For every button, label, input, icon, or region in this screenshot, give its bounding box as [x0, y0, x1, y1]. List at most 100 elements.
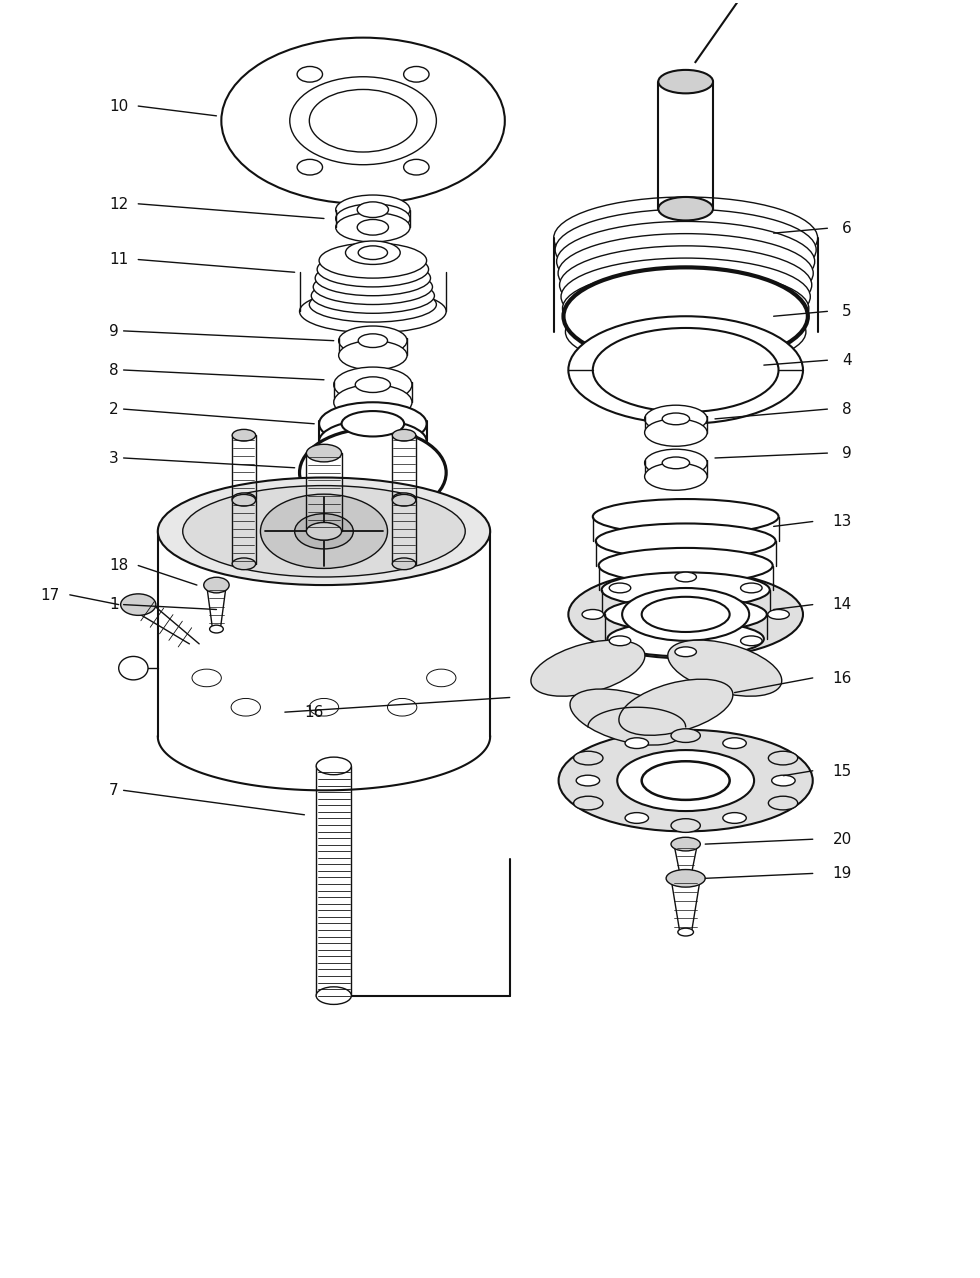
Text: 10: 10 — [109, 98, 128, 114]
Ellipse shape — [232, 495, 256, 506]
Ellipse shape — [662, 413, 689, 426]
Ellipse shape — [310, 288, 436, 322]
Ellipse shape — [307, 523, 341, 541]
Ellipse shape — [609, 583, 630, 593]
Ellipse shape — [158, 478, 490, 585]
Ellipse shape — [221, 38, 505, 204]
Ellipse shape — [559, 730, 812, 832]
Ellipse shape — [317, 758, 351, 774]
Ellipse shape — [667, 640, 781, 697]
Ellipse shape — [335, 196, 410, 225]
Ellipse shape — [767, 610, 789, 620]
Ellipse shape — [357, 220, 388, 235]
Ellipse shape — [605, 597, 766, 633]
Ellipse shape — [740, 636, 761, 645]
Ellipse shape — [645, 463, 707, 491]
Ellipse shape — [568, 317, 803, 424]
Ellipse shape — [531, 640, 645, 697]
Ellipse shape — [333, 385, 412, 420]
Ellipse shape — [426, 670, 456, 686]
Text: 16: 16 — [832, 671, 852, 685]
Ellipse shape — [358, 334, 387, 348]
Ellipse shape — [295, 514, 353, 550]
Ellipse shape — [318, 252, 428, 288]
Ellipse shape — [573, 796, 603, 810]
Ellipse shape — [674, 573, 696, 581]
Text: 11: 11 — [109, 252, 128, 267]
Text: 16: 16 — [305, 704, 323, 720]
Ellipse shape — [297, 160, 322, 175]
Ellipse shape — [582, 610, 604, 620]
Text: 7: 7 — [109, 783, 119, 797]
Ellipse shape — [569, 689, 684, 745]
Ellipse shape — [392, 558, 416, 570]
Ellipse shape — [642, 597, 729, 633]
Ellipse shape — [310, 523, 338, 541]
Ellipse shape — [290, 77, 436, 165]
Ellipse shape — [596, 524, 775, 558]
Ellipse shape — [602, 573, 769, 608]
Ellipse shape — [310, 699, 338, 716]
Ellipse shape — [232, 429, 256, 441]
Ellipse shape — [560, 247, 811, 325]
Ellipse shape — [338, 341, 407, 371]
Ellipse shape — [771, 776, 795, 786]
Ellipse shape — [768, 796, 798, 810]
Ellipse shape — [558, 234, 813, 313]
Ellipse shape — [670, 819, 700, 832]
Text: 9: 9 — [109, 323, 119, 339]
Ellipse shape — [404, 160, 429, 175]
Text: 8: 8 — [842, 401, 852, 417]
Ellipse shape — [210, 625, 223, 633]
Ellipse shape — [121, 594, 156, 616]
Text: 4: 4 — [842, 353, 852, 368]
Ellipse shape — [768, 751, 798, 766]
Ellipse shape — [618, 680, 733, 735]
Text: 18: 18 — [109, 558, 128, 574]
Ellipse shape — [564, 267, 808, 366]
Text: 13: 13 — [832, 514, 852, 529]
Ellipse shape — [740, 583, 761, 593]
Ellipse shape — [307, 445, 341, 463]
Ellipse shape — [555, 210, 816, 290]
Text: 8: 8 — [109, 363, 119, 378]
Ellipse shape — [659, 197, 712, 221]
Ellipse shape — [642, 762, 729, 800]
Ellipse shape — [232, 558, 256, 570]
Ellipse shape — [599, 548, 772, 583]
Text: 9: 9 — [842, 446, 852, 461]
Ellipse shape — [554, 197, 817, 280]
Ellipse shape — [645, 419, 707, 446]
Ellipse shape — [625, 737, 649, 749]
Ellipse shape — [355, 377, 390, 392]
Ellipse shape — [665, 869, 705, 887]
Ellipse shape — [387, 699, 416, 716]
Ellipse shape — [674, 647, 696, 657]
Text: 12: 12 — [109, 197, 128, 212]
Ellipse shape — [622, 588, 749, 642]
Ellipse shape — [563, 271, 808, 346]
Ellipse shape — [300, 429, 446, 516]
Ellipse shape — [670, 728, 700, 743]
Ellipse shape — [341, 412, 404, 437]
Ellipse shape — [659, 70, 712, 93]
Ellipse shape — [625, 813, 649, 823]
Ellipse shape — [645, 405, 707, 433]
Ellipse shape — [300, 290, 446, 334]
Ellipse shape — [593, 328, 778, 413]
Text: 19: 19 — [832, 866, 852, 881]
Ellipse shape — [204, 578, 229, 593]
Ellipse shape — [593, 500, 778, 534]
Ellipse shape — [722, 737, 746, 749]
Ellipse shape — [564, 282, 808, 358]
Ellipse shape — [617, 750, 754, 812]
Ellipse shape — [573, 751, 603, 766]
Ellipse shape — [310, 89, 416, 152]
Ellipse shape — [557, 221, 814, 302]
Ellipse shape — [231, 699, 261, 716]
Ellipse shape — [609, 636, 630, 645]
Ellipse shape — [232, 493, 256, 505]
Ellipse shape — [662, 458, 689, 469]
Text: 14: 14 — [832, 597, 852, 612]
Ellipse shape — [261, 495, 387, 569]
